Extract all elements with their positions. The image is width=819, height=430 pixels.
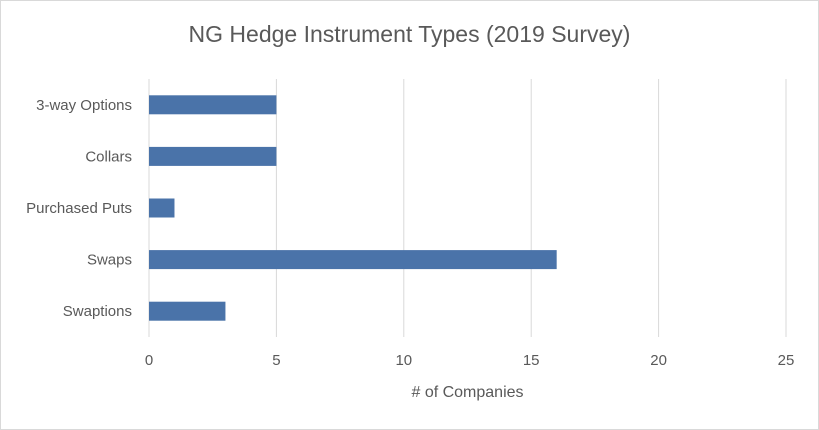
x-tick-label: 25: [778, 352, 795, 369]
category-label: 3-way Options: [36, 97, 132, 114]
x-tick-label: 15: [523, 352, 540, 369]
category-label: Collars: [85, 148, 132, 165]
category-label: Purchased Puts: [26, 200, 132, 217]
x-tick-label: 20: [650, 352, 667, 369]
gridlines: [148, 79, 787, 337]
x-tick-label: 10: [395, 352, 412, 369]
bars: [149, 95, 557, 321]
bar-collars: [149, 146, 277, 166]
bar-3-way-options: [149, 95, 277, 115]
x-tick-label: 5: [272, 352, 280, 369]
category-label: Swaptions: [63, 303, 132, 320]
bar-swaptions: [149, 301, 226, 321]
category-labels: 3-way Options Collars Purchased Puts Swaps S…: [26, 97, 132, 320]
chart-title: NG Hedge Instrument Types (2019 Survey): [188, 21, 631, 47]
x-tick-label: 0: [145, 352, 153, 369]
x-axis-title: # of Companies: [411, 384, 523, 401]
category-label: Swaps: [87, 252, 132, 269]
x-tick-labels: 0 5 10 15 20 25: [145, 352, 795, 369]
bar-purchased-puts: [149, 198, 175, 218]
bar-swaps: [149, 250, 557, 270]
